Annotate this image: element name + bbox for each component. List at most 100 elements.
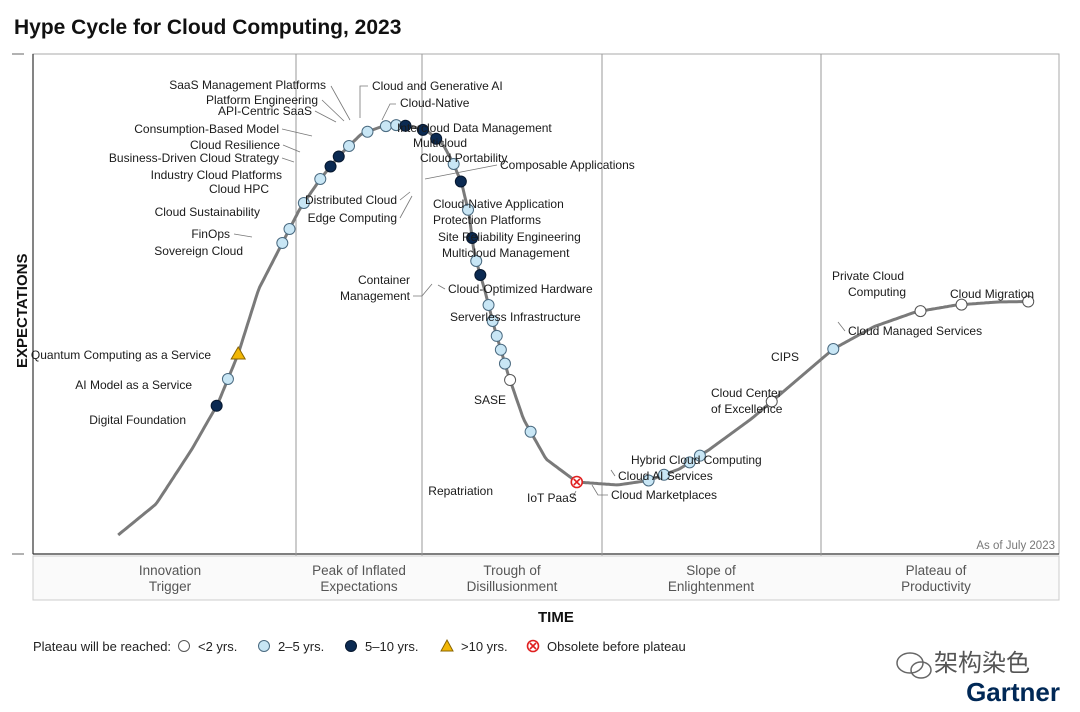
label-consumption-based-model: Consumption-Based Model [134, 122, 279, 136]
legend-item-5to10: 5–10 yrs. [345, 639, 418, 654]
label-multicloud-management: Multicloud Management [442, 246, 570, 260]
leader-cloud-optimized-hardware [437, 284, 446, 290]
label-multicloud: Multicloud [413, 136, 467, 150]
label-hybrid-cloud-computing: Hybrid Cloud Computing [631, 453, 762, 467]
label-private-cloud-computing-line1: Private Cloud [832, 269, 904, 283]
marker-api-centric-saas [379, 120, 392, 133]
leader-finops [233, 233, 253, 238]
label-cloud-marketplaces: Cloud Marketplaces [611, 488, 717, 502]
marker-cloud-native-application-protection-platforms [482, 299, 495, 311]
marker-cloud-native [430, 132, 443, 145]
legend-swatch-obsolete [526, 639, 540, 653]
watermark-text: 架构染色 [934, 649, 1030, 677]
marker-cloud-portability [462, 203, 475, 216]
phase-label-5-line1: Plateau of [906, 563, 967, 578]
label-leaders [233, 85, 846, 500]
marker-iot-paas [642, 474, 655, 487]
marker-digital-foundation [210, 399, 223, 412]
label-cips: CIPS [771, 350, 799, 364]
marker-site-reliability-engineering [486, 315, 499, 327]
marker-cloud-migration [1022, 295, 1035, 308]
label-api-centric-saas: API-Centric SaaS [218, 104, 312, 118]
technology-markers [210, 119, 1035, 489]
legend: Plateau will be reached: <2 yrs. 2–5 yrs. 5… [33, 638, 686, 654]
leader-business-driven-cloud-strategy [281, 157, 295, 163]
label-cloud-native: Cloud-Native [400, 96, 470, 110]
label-cloud-ai-services: Cloud AI Services [618, 469, 713, 483]
label-site-reliability-engineering: Site Reliability Engineering [438, 230, 581, 244]
marker-composable-applications [466, 232, 479, 244]
phase-label-2-line2: Expectations [320, 579, 398, 594]
legend-text-gt10: >10 yrs. [461, 639, 508, 654]
label-digital-foundation: Digital Foundation [89, 413, 186, 427]
leader-cloud-native [381, 103, 396, 121]
marker-saas-management-platforms [399, 119, 412, 132]
label-cloud-center-of-excellence-line1: Cloud Center [711, 386, 782, 400]
leader-cloud-managed-services [837, 321, 846, 332]
marker-intercloud-data-management [447, 158, 460, 170]
label-repatriation: Repatriation [428, 484, 493, 498]
label-sase: SASE [474, 393, 506, 407]
phase-label-3-line1: Trough of [483, 563, 541, 578]
label-cloud-optimized-hardware: Cloud-Optimized Hardware [448, 282, 593, 296]
label-saas-management-platforms: SaaS Management Platforms [169, 78, 326, 92]
label-edge-computing: Edge Computing [308, 211, 397, 225]
legend-item-lt2: <2 yrs. [178, 639, 237, 654]
marker-container-management [494, 343, 507, 356]
label-composable-applications: Composable Applications [500, 158, 635, 172]
leader-cloud-ai-services [610, 469, 616, 477]
legend-text-2to5: 2–5 yrs. [278, 639, 324, 654]
marker-multicloud-management [490, 329, 503, 342]
phase-label-2-line1: Peak of Inflated [312, 563, 406, 578]
leader-composable-applications [424, 164, 498, 180]
wechat-icon [896, 652, 932, 679]
label-private-cloud-computing-line2: Computing [848, 285, 906, 299]
marker-cloud-hpc [314, 173, 327, 185]
label-finops: FinOps [191, 227, 230, 241]
label-sovereign-cloud: Sovereign Cloud [154, 244, 243, 258]
leader-edge-computing [399, 195, 413, 219]
marker-repatriation [570, 475, 584, 489]
marker-ai-model-as-a-service [221, 373, 234, 385]
leader-saas-management-platforms [330, 85, 351, 121]
label-cloud-portability: Cloud Portability [420, 151, 507, 165]
legend-swatch-gt10 [440, 638, 454, 652]
leader-consumption-based-model [281, 128, 313, 137]
chart-title: Hype Cycle for Cloud Computing, 2023 [14, 16, 401, 39]
marker-multicloud [454, 175, 467, 188]
marker-industry-cloud-platforms [324, 160, 337, 173]
phase-band [32, 555, 1060, 601]
marker-cloud-optimized-hardware [498, 357, 511, 370]
marker-cloud-marketplaces [657, 468, 670, 481]
marker-finops [283, 223, 296, 235]
legend-swatch-lt2 [178, 640, 190, 652]
marker-business-driven-cloud-strategy [332, 150, 345, 163]
marker-cloud-and-generative-ai [416, 123, 429, 136]
gartner-logo: Gartner [966, 677, 1060, 707]
label-business-driven-cloud-strategy: Business-Driven Cloud Strategy [109, 151, 279, 165]
phase-label-4-line1: Slope of [686, 563, 736, 578]
marker-cloud-center-of-excellence [765, 395, 778, 408]
legend-swatch-5to10 [345, 640, 357, 652]
label-ai-model-as-a-service: AI Model as a Service [75, 378, 192, 392]
y-axis-title: EXPECTATIONS [14, 254, 31, 368]
label-cloud-native-application-protection-platforms-line2: Protection Platforms [433, 213, 541, 227]
marker-consumption-based-model [361, 125, 374, 138]
label-quantum-computing-as-a-service: Quantum Computing as a Service [31, 348, 211, 362]
legend-swatch-2to5 [258, 640, 270, 652]
label-platform-engineering: Platform Engineering [206, 93, 318, 107]
marker-cloud-sustainability [297, 197, 310, 209]
leader-platform-engineering [321, 99, 345, 122]
marker-serverless-infrastructure [504, 374, 517, 386]
leader-iot-paas [571, 490, 577, 500]
label-container-management-line1: Container [358, 273, 410, 287]
label-cloud-and-generative-ai: Cloud and Generative AI [372, 79, 503, 93]
legend-item-obsolete: Obsolete before plateau [526, 639, 686, 654]
phase-dividers [295, 54, 822, 556]
label-distributed-cloud: Distributed Cloud [305, 193, 397, 207]
marker-quantum-computing-as-a-service [230, 346, 247, 360]
marker-hybrid-cloud-computing [693, 449, 706, 462]
label-cloud-migration: Cloud Migration [950, 287, 1034, 301]
